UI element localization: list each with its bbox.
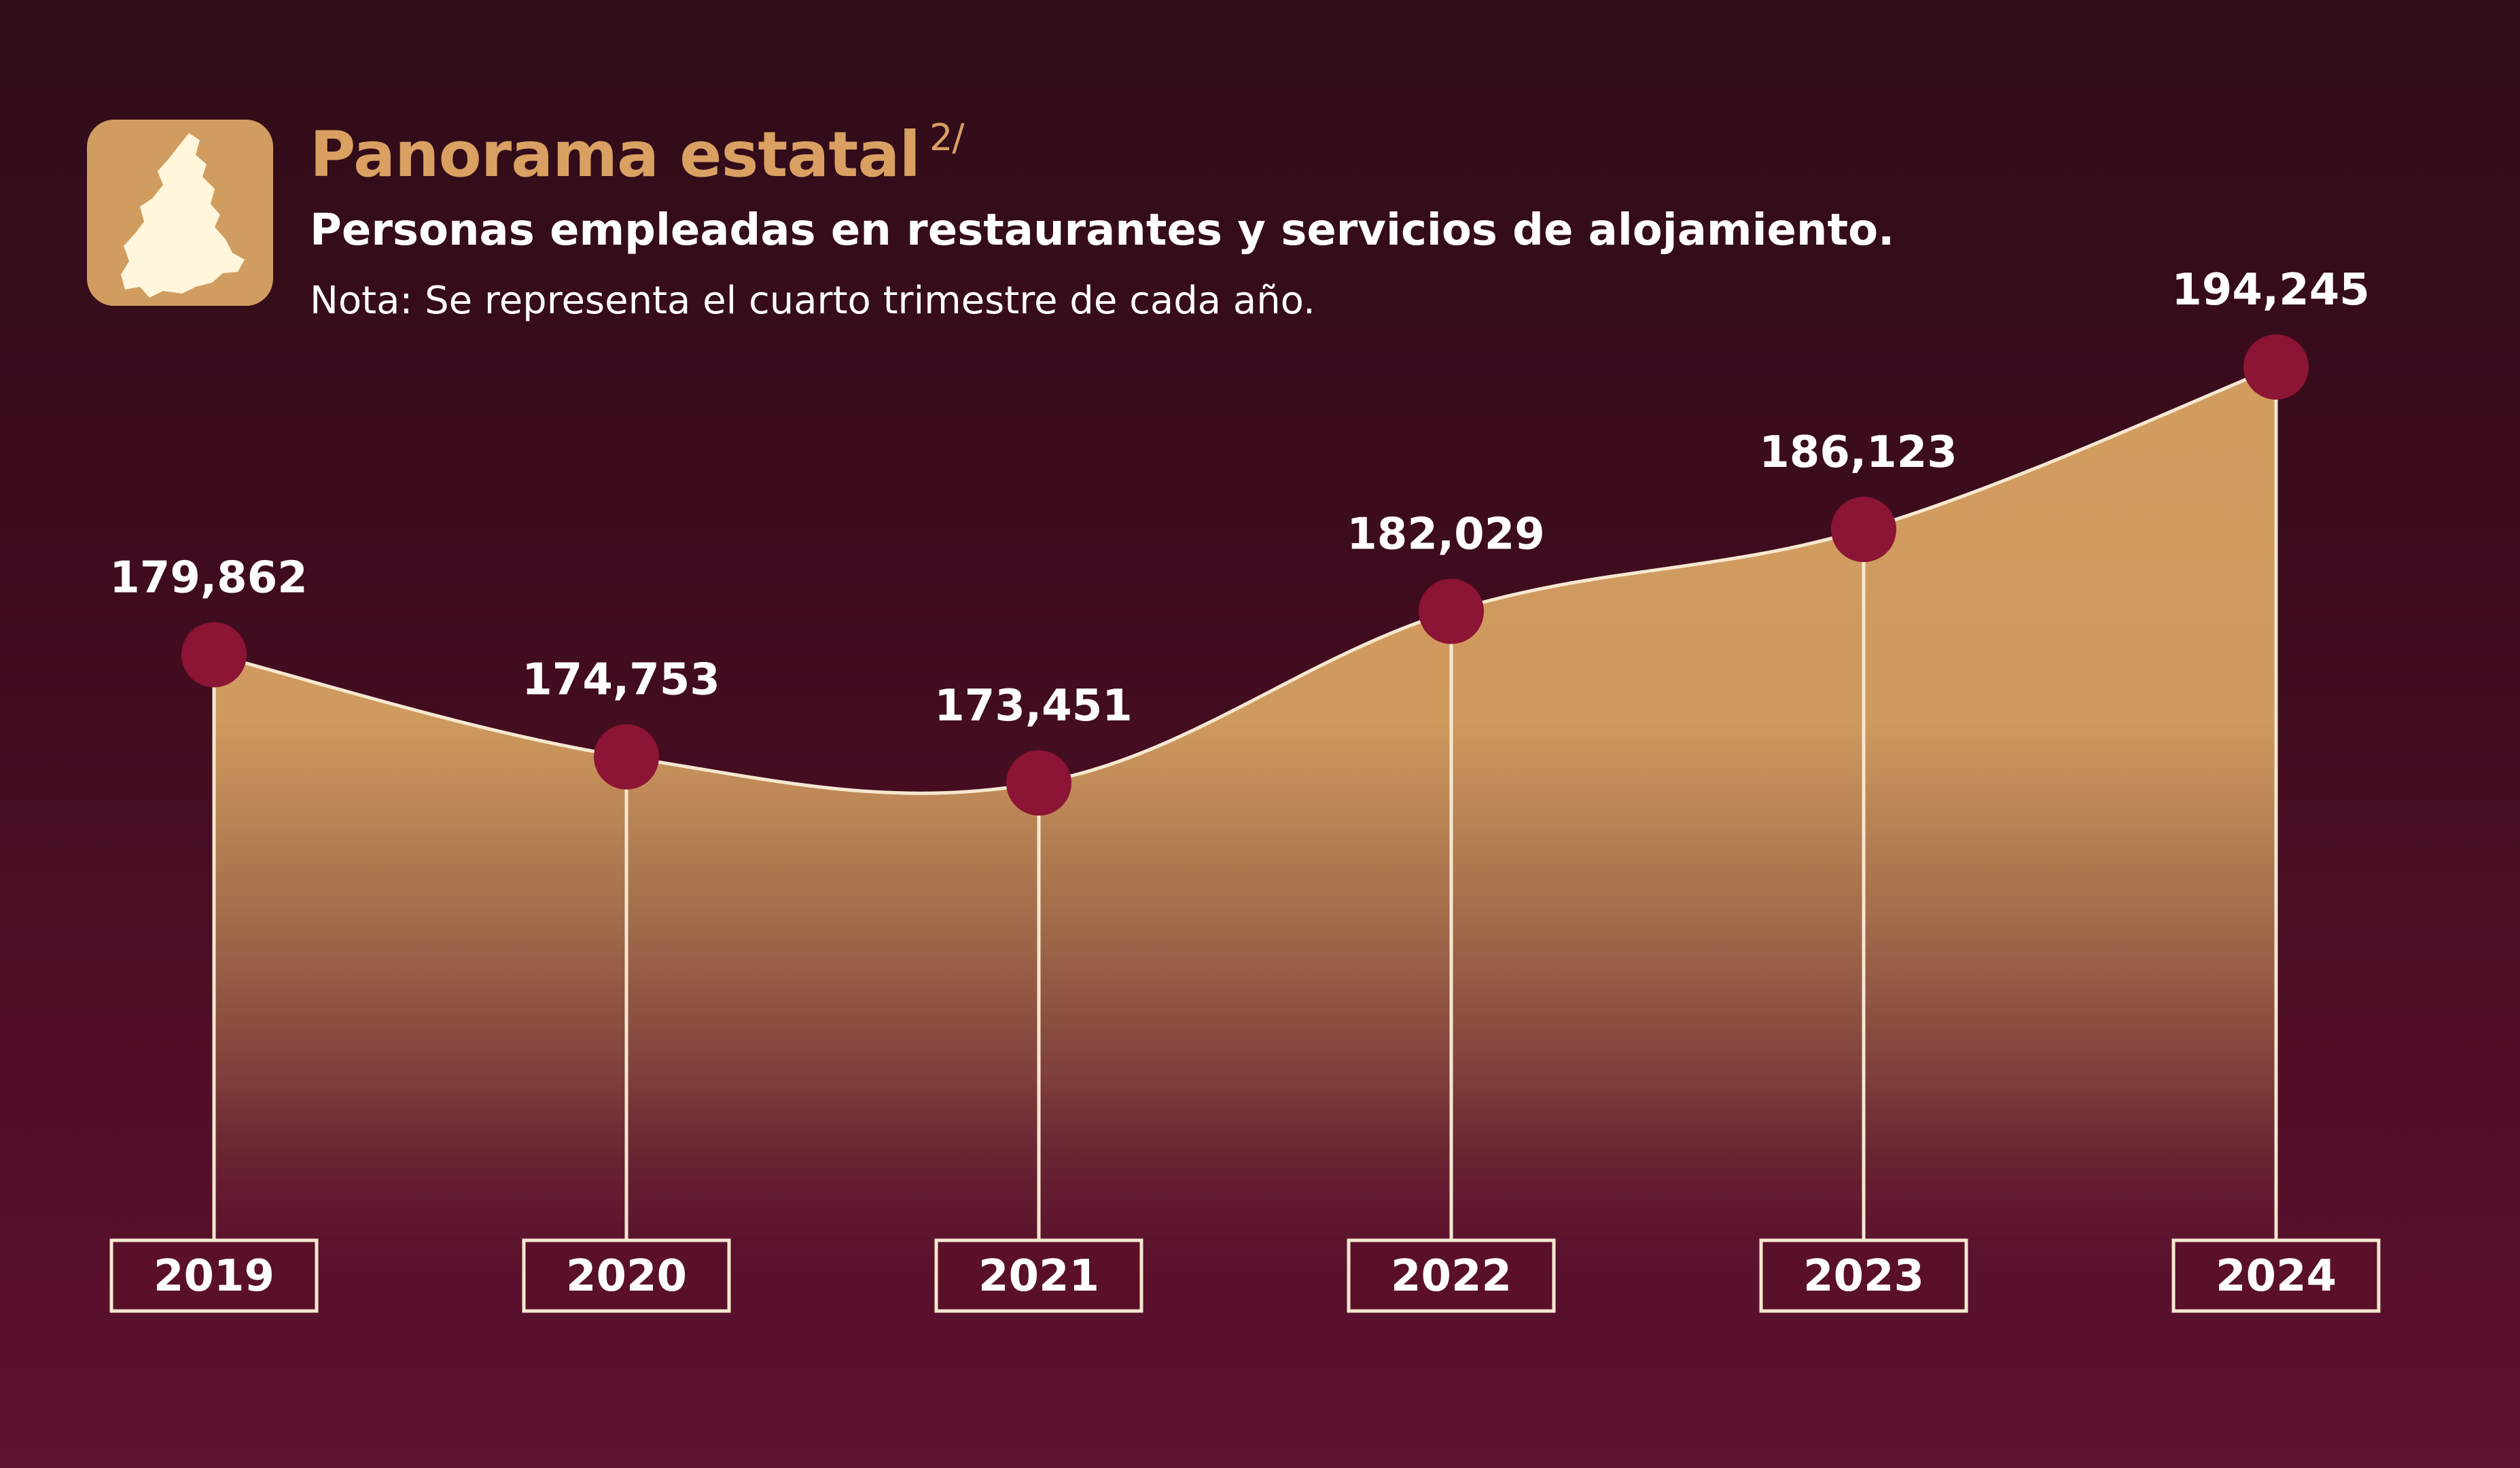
- year-axis: 2019 2020 2021 2022 2023 2024: [109, 1238, 2381, 1313]
- value-label-2021: 173,451: [934, 681, 1133, 731]
- value-label-2024: 194,245: [2171, 265, 2370, 315]
- data-point-2021: [1006, 750, 1071, 816]
- area-fill: [214, 367, 2276, 1278]
- data-point-2022: [1419, 578, 1484, 644]
- footnote-marker: 2/: [929, 116, 965, 159]
- year-box-2019: [109, 1238, 319, 1313]
- header: Panorama estatal 2/ Personas empleadas en…: [0, 0, 2520, 353]
- year-box-2024: [2171, 1238, 2381, 1313]
- year-box-2023: [1759, 1238, 1968, 1313]
- chart-note: Nota: Se representa el cuarto trimestre …: [310, 279, 1315, 323]
- year-label-2023: 2023: [1803, 1251, 1924, 1301]
- chart-subtitle: Personas empleadas en restaurantes y ser…: [310, 205, 1895, 256]
- year-label-2022: 2022: [1391, 1251, 1512, 1301]
- state-map-badge: [87, 120, 273, 306]
- value-label-2022: 182,029: [1347, 510, 1545, 560]
- value-label-2019: 179,862: [109, 553, 308, 603]
- value-label-2023: 186,123: [1759, 427, 1957, 478]
- data-markers: [181, 334, 2309, 816]
- year-box-2022: [1347, 1238, 1556, 1313]
- data-point-2024: [2243, 334, 2309, 400]
- drop-lines: [212, 367, 2278, 1240]
- year-label-2020: 2020: [566, 1251, 687, 1301]
- data-point-2020: [594, 724, 659, 790]
- puebla-map-icon: [121, 133, 245, 298]
- value-label-2020: 174,753: [522, 655, 720, 705]
- year-label-2021: 2021: [978, 1251, 1099, 1301]
- data-point-2023: [1831, 497, 1896, 563]
- year-label-2019: 2019: [154, 1251, 274, 1301]
- data-point-2019: [181, 622, 247, 688]
- year-label-2024: 2024: [2216, 1251, 2337, 1301]
- value-labels: 179,862 174,753 173,451 182,029 186,123 194,2…: [109, 265, 2370, 731]
- series-line: [213, 365, 2277, 795]
- page-title: Panorama estatal 2/: [310, 116, 965, 191]
- year-box-2020: [522, 1238, 731, 1313]
- year-box-2021: [934, 1238, 1143, 1313]
